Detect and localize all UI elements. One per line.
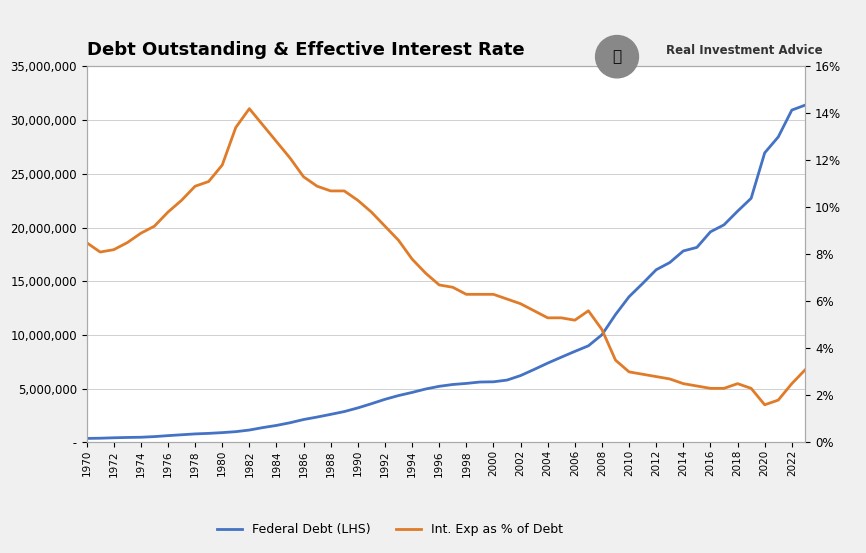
Text: 🦅: 🦅 — [612, 49, 622, 64]
Legend: Federal Debt (LHS), Int. Exp as % of Debt: Federal Debt (LHS), Int. Exp as % of Deb… — [212, 518, 567, 541]
Text: Real Investment Advice: Real Investment Advice — [666, 44, 823, 58]
Federal Debt (LHS) — [501, 377, 512, 383]
Int. Exp as % of Debt — [81, 239, 92, 246]
Line: Int. Exp as % of Debt: Int. Exp as % of Debt — [87, 109, 805, 405]
Int. Exp as % of Debt — [244, 106, 255, 112]
Federal Debt (LHS) — [570, 348, 580, 354]
Int. Exp as % of Debt — [759, 401, 770, 408]
Y-axis label: $ millions: $ millions — [0, 225, 2, 284]
Federal Debt (LHS) — [515, 372, 526, 379]
Int. Exp as % of Debt — [529, 307, 540, 314]
Int. Exp as % of Debt — [366, 208, 377, 215]
Int. Exp as % of Debt — [488, 291, 499, 298]
Text: Debt Outstanding & Effective Interest Rate: Debt Outstanding & Effective Interest Ra… — [87, 41, 524, 59]
Federal Debt (LHS) — [204, 430, 214, 437]
Int. Exp as % of Debt — [515, 300, 526, 307]
Federal Debt (LHS) — [81, 435, 92, 442]
Federal Debt (LHS) — [475, 379, 485, 385]
Int. Exp as % of Debt — [204, 178, 214, 185]
Federal Debt (LHS) — [352, 405, 363, 411]
Int. Exp as % of Debt — [583, 307, 593, 314]
Circle shape — [596, 35, 638, 78]
Int. Exp as % of Debt — [800, 366, 811, 373]
Federal Debt (LHS) — [800, 102, 811, 108]
Line: Federal Debt (LHS): Federal Debt (LHS) — [87, 105, 805, 439]
